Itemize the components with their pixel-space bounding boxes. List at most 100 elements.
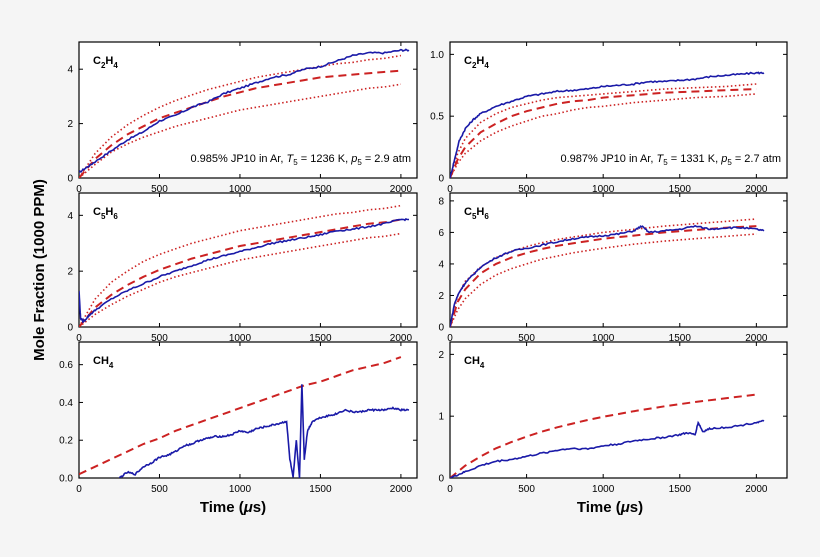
species-label: C2H4 [464,55,489,70]
x-tick-label: 1000 [229,484,252,495]
series-group [450,218,765,327]
x-tick-label: 500 [518,184,535,195]
species-label-sub1: 2 [101,61,106,70]
y-tick: 4 [67,211,417,222]
x-tick-label: 0 [447,184,453,195]
species-label-sub2: 6 [484,212,489,221]
model-dashed-line [79,218,402,327]
condition-part: T [286,153,294,165]
condition-annotation: 0.987% JP10 in Ar, T5 = 1331 K, p5 = 2.7… [560,153,781,167]
model-uncertainty-line [79,83,402,178]
y-tick-label: 4 [67,211,73,222]
species-label: C5H6 [93,206,118,221]
x-tick: 1000 [592,193,615,344]
model-dashed-line [450,225,757,327]
model-uncertainty-line [79,232,402,327]
y-tick: 2 [67,119,417,130]
x-tick: 2000 [745,42,768,195]
y-tick-label: 4 [438,259,444,270]
x-axis-label-left-greek: μ [243,499,253,516]
y-tick-label: 2 [67,119,73,130]
x-tick: 1000 [229,193,252,344]
x-tick-label: 500 [518,484,535,495]
x-tick: 1000 [592,42,615,195]
y-tick-label: 8 [438,196,444,207]
x-tick-label: 1000 [229,333,252,344]
y-tick-label: 2 [438,291,444,302]
y-tick-label: 0.5 [430,112,444,123]
y-tick: 1.0 [430,50,787,61]
x-tick: 1000 [229,342,252,495]
y-tick-label: 0 [438,474,444,485]
y-tick-label: 0 [67,174,73,185]
condition-part: p [720,153,727,165]
x-axis-label-right-main: Time ( [577,499,621,516]
species-label-mid: H [105,55,113,67]
y-tick: 6 [438,228,787,239]
y-tick-label: 0 [67,323,73,334]
x-axis-label-right-end: s) [630,499,643,516]
x-tick-label: 0 [447,333,453,344]
x-tick-label: 1000 [229,184,252,195]
plot-frame [78,41,418,179]
model-dashed-line [79,69,401,178]
x-tick-label: 2000 [390,484,413,495]
model-uncertainty-line [450,93,757,178]
y-tick: 2 [67,267,417,278]
x-axis-label-right-greek: μ [620,499,630,516]
x-tick-label: 2000 [745,184,768,195]
species-label-sub1: 2 [472,61,477,70]
panel-bottom-right: 0 500 1000 1500 2000 0 1 2 CH4 [438,341,788,495]
x-tick: 500 [518,342,535,495]
species-label: CH4 [464,355,485,370]
species-label-base: C [464,55,472,67]
x-tick: 1500 [309,342,332,495]
species-label: C5H6 [464,206,489,221]
species-label-sub1: 4 [480,361,485,370]
x-tick-label: 0 [76,184,82,195]
condition-part: = 2.9 atm [362,153,411,165]
plot-frame [78,192,418,328]
model-uncertainty-line [79,204,402,327]
y-tick-label: 1.0 [430,50,444,61]
species-label-base: C [464,206,472,218]
species-label-sub2: 4 [113,61,118,70]
series-group [450,393,765,478]
plot-frame [449,192,788,328]
species-label-sub1: 5 [101,212,106,221]
y-tick: 2 [438,350,787,361]
condition-annotation: 0.985% JP10 in Ar, T5 = 1236 K, p5 = 2.9… [190,153,411,167]
y-tick: 0.2 [59,436,417,447]
condition-part: 5 [727,158,732,167]
species-label-mid: H [476,55,484,67]
y-axis-label: Mole Fraction (1000 PPM) [31,179,48,361]
x-tick-label: 0 [76,333,82,344]
condition-part: 5 [663,158,668,167]
species-label-sub1: 5 [472,212,477,221]
x-tick-label: 1500 [309,184,332,195]
x-tick-label: 500 [151,484,168,495]
condition-part: T [656,153,664,165]
y-tick: 1 [438,412,787,423]
species-label-base: CH [93,355,109,367]
panel-bottom-left: 0 500 1000 1500 2000 0.0 0.2 0.4 0.6 CH4 [59,341,418,495]
model-dashed-line [450,393,757,478]
x-tick: 500 [151,193,168,344]
experiment-trace [450,224,765,327]
condition-part: 5 [357,158,362,167]
x-tick-label: 1500 [309,333,332,344]
y-tick-label: 6 [438,228,444,239]
x-tick: 500 [518,42,535,195]
species-label-base: C [93,55,101,67]
x-tick-label: 1500 [309,484,332,495]
y-tick-label: 1 [438,412,444,423]
x-tick: 1500 [309,193,332,344]
experiment-trace [450,71,765,178]
y-tick: 0.4 [59,398,417,409]
experiment-trace [118,384,410,478]
x-tick: 1500 [669,42,691,195]
x-tick-label: 1000 [592,184,615,195]
x-tick-label: 500 [151,184,168,195]
